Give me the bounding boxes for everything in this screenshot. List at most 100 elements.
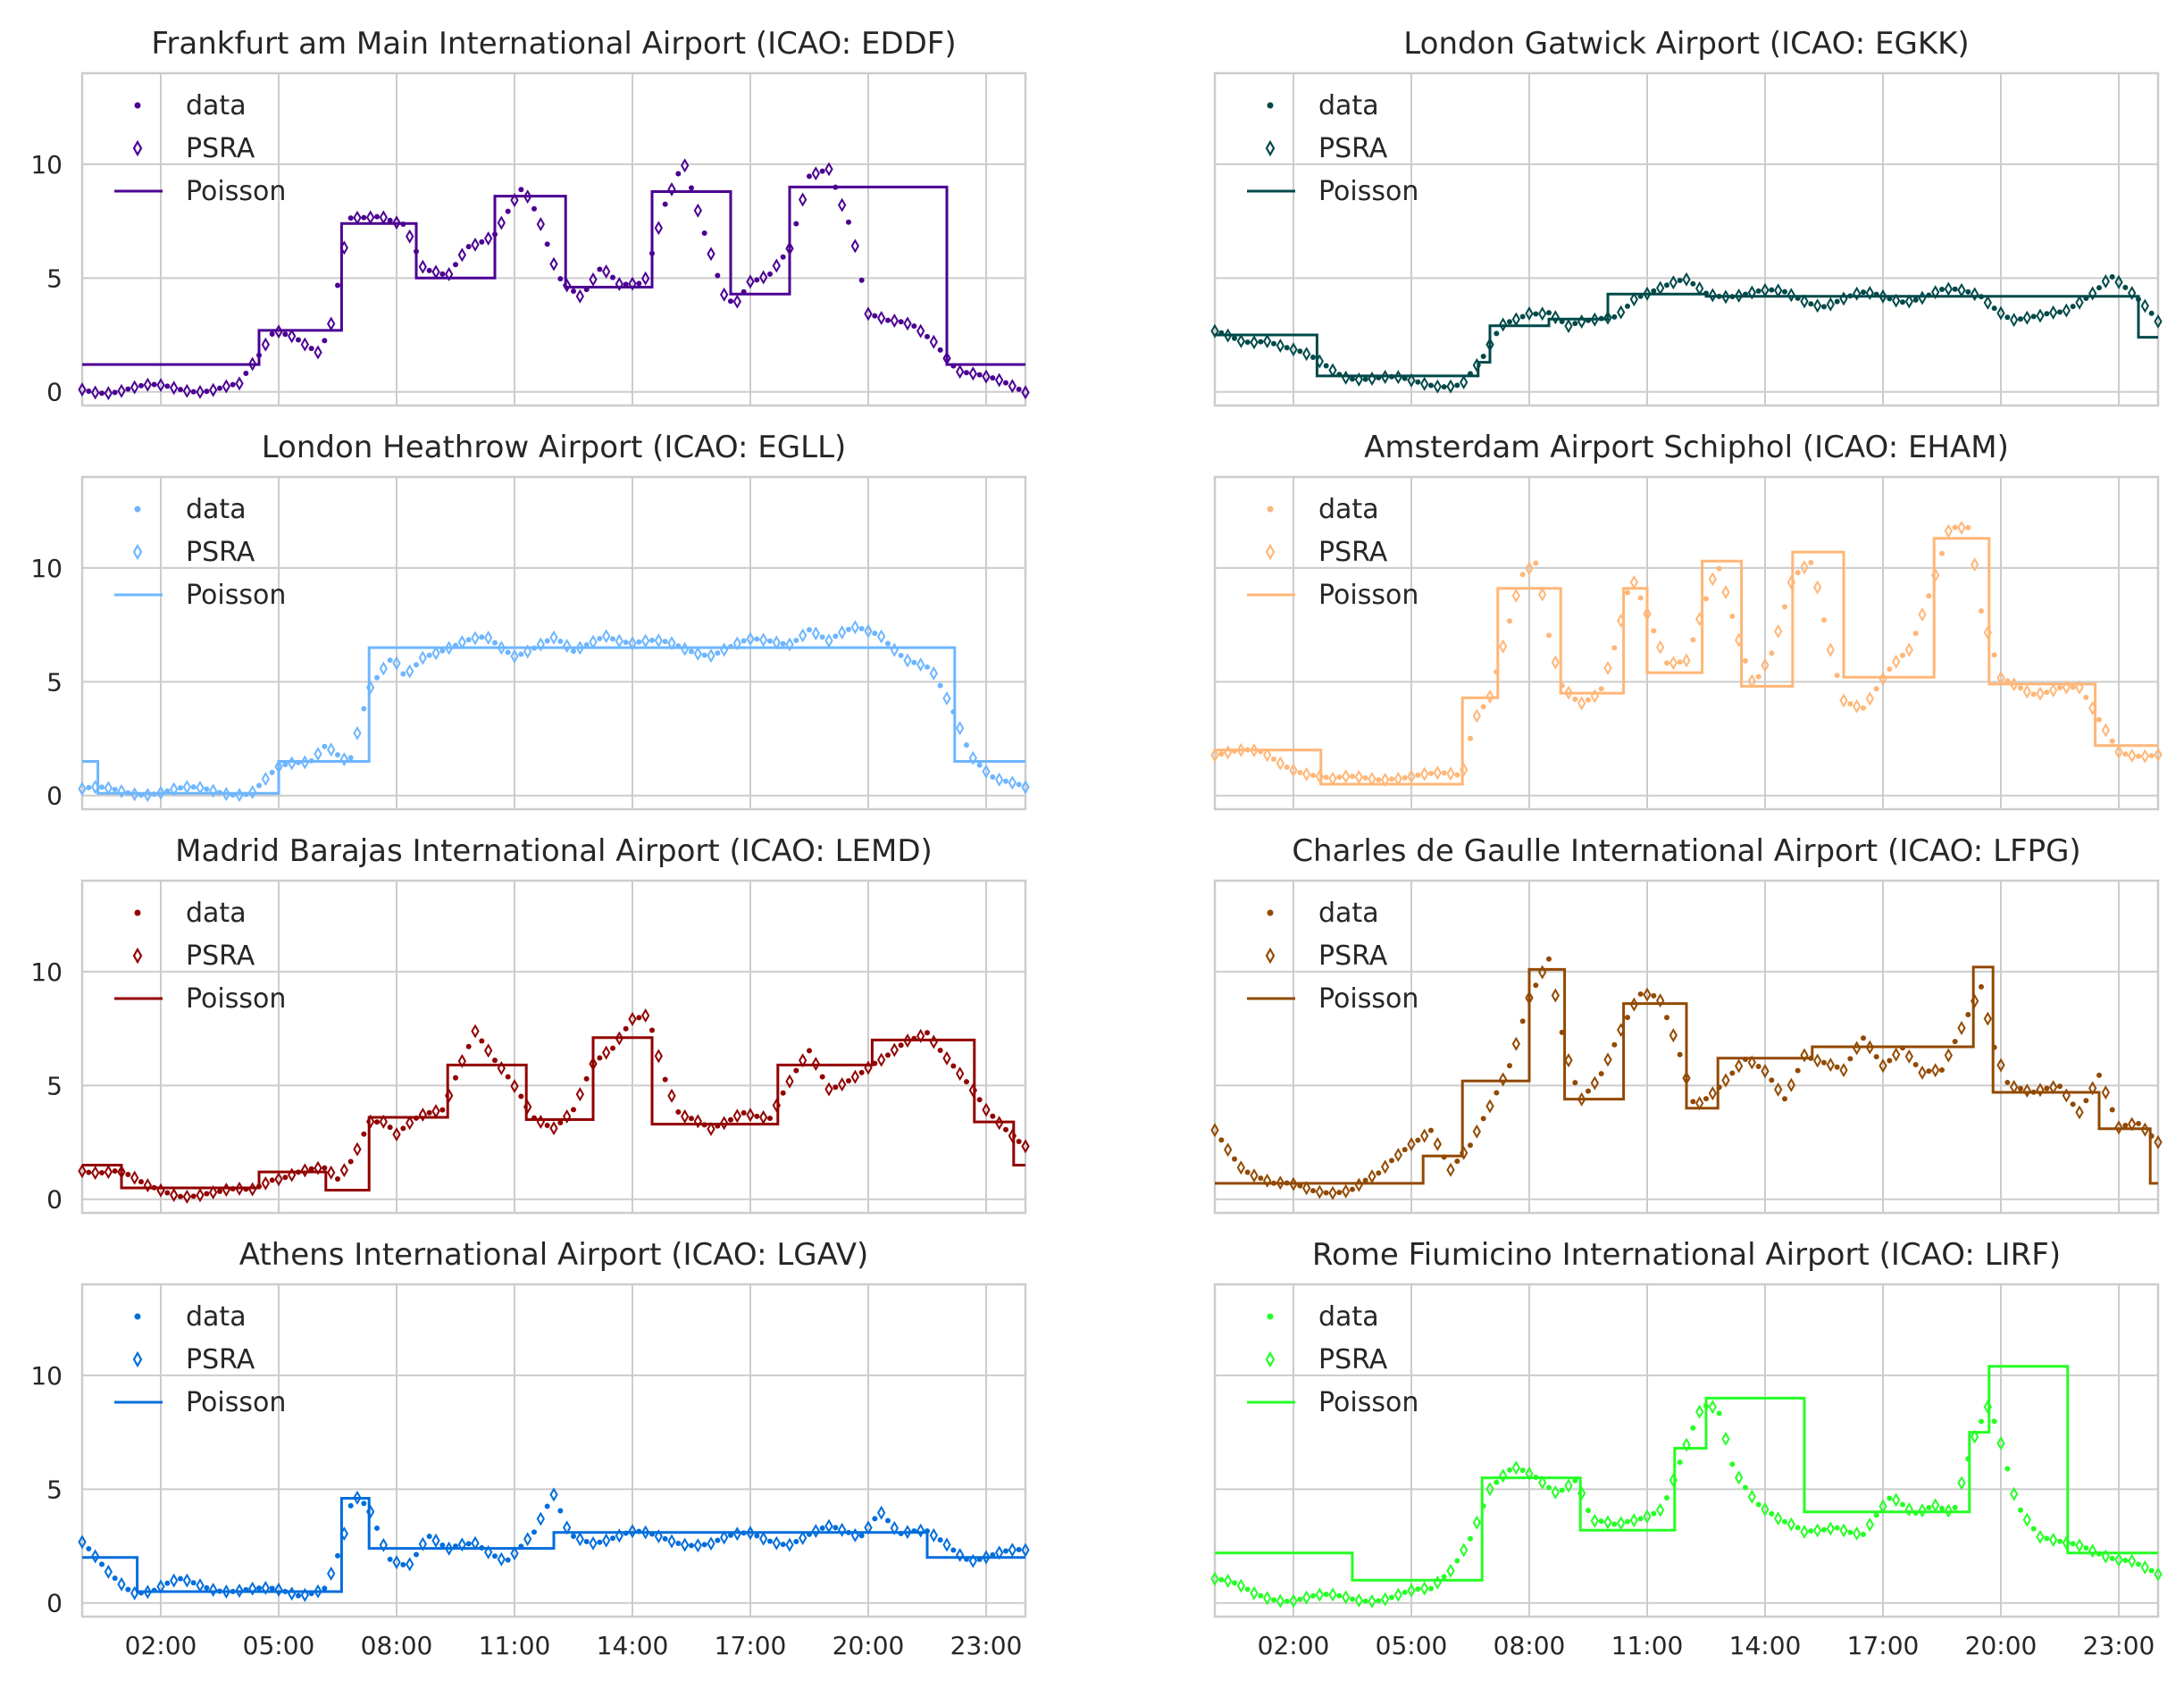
legend-data-marker [1267, 909, 1274, 916]
psra-marker [1996, 305, 2005, 321]
psra-marker [1354, 769, 1363, 784]
psra-marker [117, 1576, 126, 1592]
psra-marker [209, 382, 218, 397]
psra-marker [563, 1109, 572, 1124]
data-point [1690, 1425, 1696, 1431]
psra-marker [104, 386, 113, 401]
data-point [715, 272, 721, 279]
psra-marker [1813, 1523, 1822, 1538]
psra-marker [1944, 281, 1953, 297]
psra-marker [1368, 772, 1377, 787]
data-point [846, 1078, 851, 1084]
data-point [1507, 1063, 1512, 1069]
psra-marker [811, 626, 820, 641]
psra-marker [1957, 1020, 1966, 1035]
psra-marker [1354, 1177, 1363, 1192]
data-point [1991, 1418, 1997, 1425]
data-point [204, 786, 210, 792]
data-point [1559, 1029, 1565, 1035]
psra-marker [1787, 1077, 1795, 1092]
data-point [2122, 284, 2129, 290]
psra-marker [1276, 339, 1284, 354]
data-point [1900, 1501, 1905, 1508]
data-point [112, 389, 118, 396]
psra-marker [1800, 294, 1809, 309]
data-point [1782, 1096, 1787, 1102]
psra-marker [1708, 1400, 1717, 1415]
data-point [1271, 1597, 1276, 1603]
psra-marker [1577, 1485, 1586, 1501]
data-point [374, 1119, 380, 1125]
data-point [2148, 1133, 2155, 1139]
legend-psra-marker [132, 139, 143, 157]
psra-marker [235, 376, 244, 391]
data-point [1873, 1054, 1879, 1060]
psra-marker [1446, 1563, 1455, 1578]
data-point [2018, 1085, 2023, 1091]
chart-title: Frankfurt am Main International Airport … [151, 26, 956, 62]
y-tick-label: 0 [46, 782, 63, 811]
psra-marker [1008, 379, 1017, 394]
data-point [1861, 1531, 1866, 1537]
psra-marker [431, 646, 440, 661]
data-point [479, 1038, 485, 1044]
psra-marker [1735, 288, 1744, 304]
data-point [950, 363, 957, 369]
legend-psra-marker [1265, 543, 1276, 561]
psra-marker [1224, 1142, 1233, 1158]
psra-marker [1328, 1185, 1337, 1200]
psra-marker [916, 657, 925, 673]
data-point [112, 1168, 118, 1175]
data-point [1468, 1142, 1473, 1149]
psra-marker [1577, 696, 1586, 711]
psra-marker [575, 1087, 584, 1102]
data-point [1336, 1190, 1343, 1196]
data-point [1362, 1177, 1368, 1183]
data-point [1979, 608, 1984, 614]
psra-marker [156, 1579, 165, 1594]
data-point [1926, 1504, 1932, 1510]
data-point [426, 267, 432, 273]
psra-marker [732, 1526, 741, 1542]
data-point [256, 782, 262, 789]
psra-marker [170, 782, 179, 797]
data-point [1016, 386, 1022, 392]
y-tick-label: 5 [46, 1475, 63, 1504]
data-point [858, 277, 865, 283]
data-point [322, 1585, 328, 1592]
psra-marker [78, 782, 87, 797]
psra-marker [536, 1511, 545, 1526]
psra-marker [890, 1042, 899, 1057]
data-point [1637, 991, 1644, 997]
psra-marker [2010, 1080, 2019, 1094]
data-point [1821, 304, 1827, 310]
data-point [1979, 294, 1984, 300]
data-point [1821, 1059, 1827, 1066]
psra-marker [1250, 335, 1259, 350]
psra-marker [1983, 1011, 1992, 1026]
data-point [1991, 305, 1997, 312]
psra-marker [720, 287, 729, 302]
psra-marker [2022, 684, 2031, 699]
data-point [1939, 1505, 1945, 1511]
psra-marker [1236, 1578, 1245, 1593]
data-point [518, 651, 524, 657]
psra-marker [2062, 1088, 2071, 1103]
data-point [544, 241, 550, 247]
data-point [1651, 1510, 1657, 1517]
psra-marker [314, 1584, 322, 1599]
data-point [1664, 282, 1669, 288]
data-point [610, 636, 615, 642]
psra-marker [838, 197, 847, 213]
data-point [2109, 738, 2115, 744]
data-point [990, 1551, 996, 1558]
data-point [623, 1025, 629, 1032]
data-point [1965, 1456, 1971, 1462]
data-point [1519, 313, 1526, 320]
legend-data-label: data [186, 898, 247, 929]
psra-marker [1721, 1073, 1730, 1088]
psra-marker [1603, 310, 1612, 325]
data-point [1271, 757, 1276, 763]
psra-marker [707, 648, 715, 664]
psra-marker [1682, 272, 1691, 287]
